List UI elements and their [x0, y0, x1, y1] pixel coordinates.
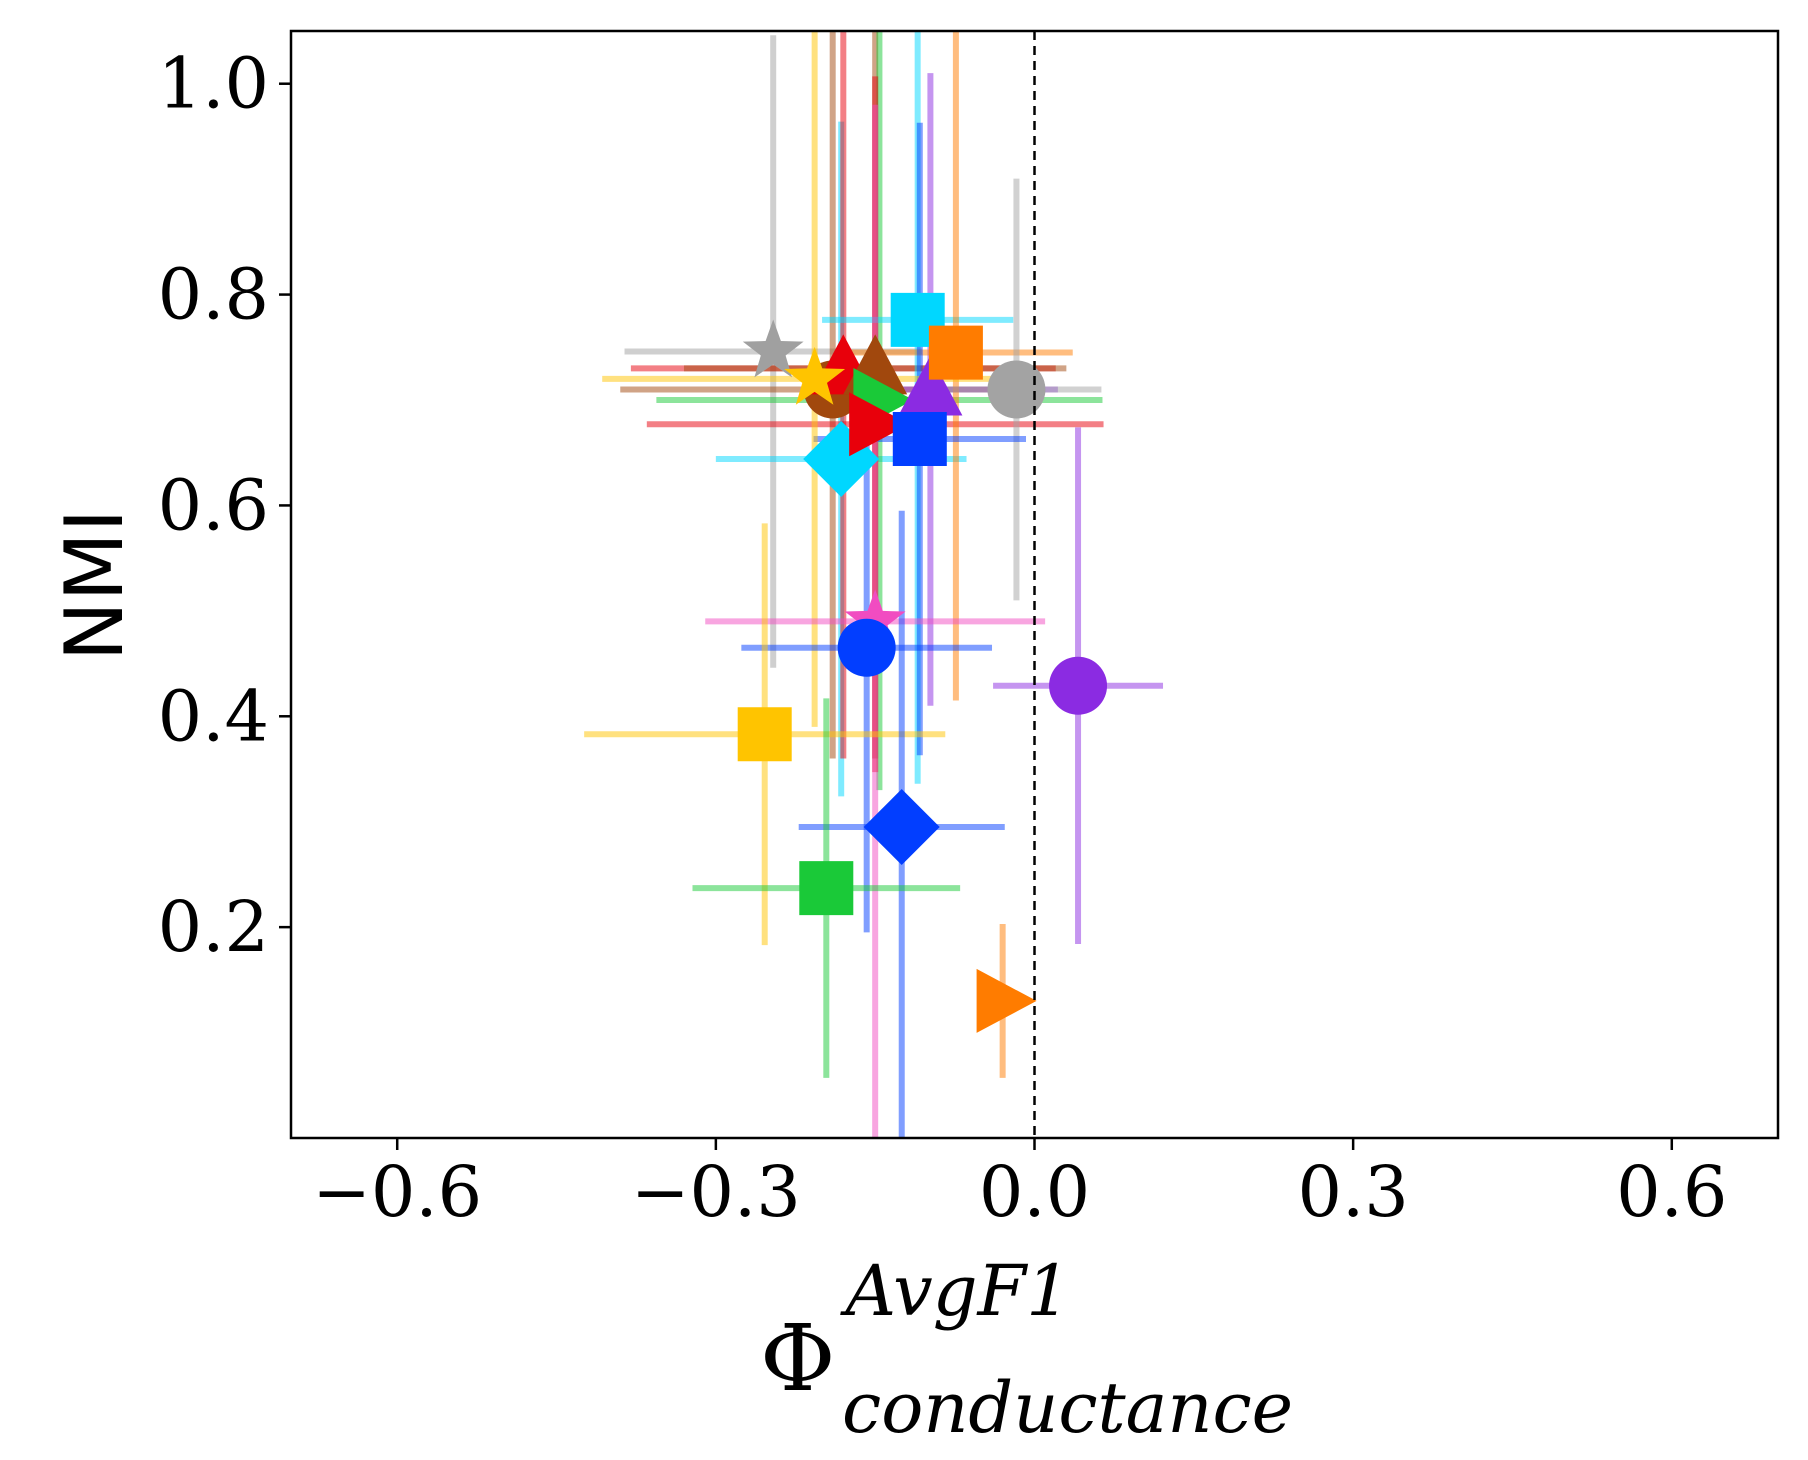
point [987, 360, 1046, 419]
point [863, 789, 940, 865]
point [1049, 656, 1108, 715]
x-label-base: Φ [760, 1305, 835, 1412]
point [837, 618, 896, 677]
point [844, 589, 906, 648]
point [898, 355, 963, 416]
y-tick-label: 0.6 [158, 464, 269, 546]
point [799, 861, 854, 916]
x-tick-label: 0.0 [979, 1151, 1090, 1233]
x-tick-label: −0.6 [312, 1151, 482, 1233]
y-tick-label: 0.8 [158, 254, 269, 336]
x-axis-label: ΦAvgF1 conductance [760, 1250, 1293, 1449]
y-tick-label: 0.4 [158, 675, 269, 757]
axes: −0.6 −0.3 0.0 0.3 0.6 0.2 0.4 0.6 0.8 1.0 [158, 29, 1780, 1233]
point [976, 968, 1037, 1033]
point [737, 707, 792, 762]
point [892, 412, 947, 466]
y-tick-label: 0.2 [158, 886, 269, 968]
x-label-sub: conductance [842, 1367, 1293, 1449]
point [742, 319, 804, 378]
error-bars [584, 31, 1164, 1138]
point [784, 346, 846, 405]
markers [737, 292, 1108, 1033]
x-label-sup: AvgF1 [839, 1250, 1070, 1332]
point [849, 392, 910, 457]
y-tick-label: 1.0 [158, 43, 269, 125]
y-axis-label: NMI [48, 509, 141, 661]
point [928, 325, 983, 380]
x-tick-label: 0.3 [1297, 1151, 1408, 1233]
x-tick-label: −0.3 [631, 1151, 801, 1233]
x-tick-label: 0.6 [1616, 1151, 1727, 1233]
